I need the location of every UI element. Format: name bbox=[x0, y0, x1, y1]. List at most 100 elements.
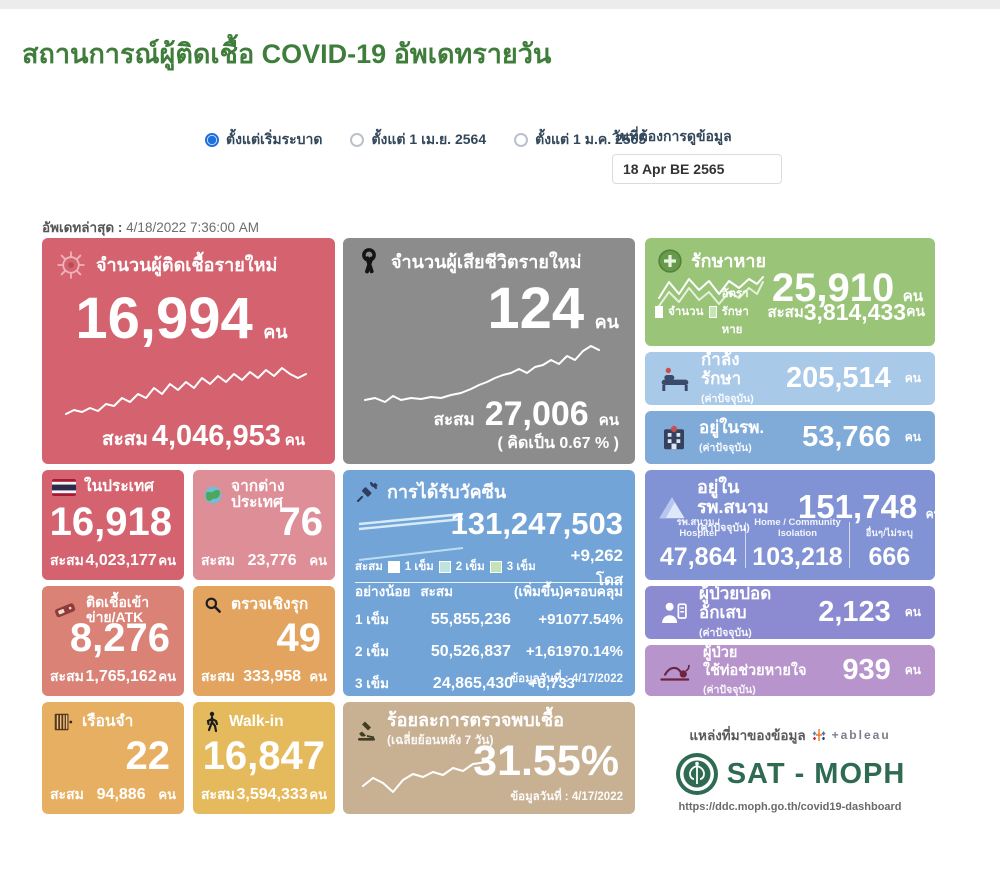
card-title: จำนวนผู้เสียชีวิตรายใหม่ bbox=[391, 251, 582, 272]
card-domestic: ในประเทศ 16,918 สะสม 4,023,177 คน bbox=[42, 470, 184, 580]
medical-cross-icon bbox=[657, 248, 683, 274]
legend-rate-label: อัตรารักษาหาย bbox=[721, 288, 749, 336]
breakdown-label: Home / Community Isolation bbox=[754, 517, 841, 540]
dose2-swatch bbox=[438, 561, 451, 573]
vaccine-table-header: อย่างน้อย สะสม (เพิ่มขึ้น) ครอบคลุม bbox=[355, 580, 623, 602]
card-new-cases: จำนวนผู้ติดเชื้อรายใหม่ 16,994 คน สะสม 4… bbox=[42, 238, 335, 464]
thailand-flag-icon bbox=[52, 479, 76, 496]
microscope-icon bbox=[355, 719, 379, 743]
radio-selected-icon[interactable] bbox=[205, 133, 219, 147]
card-title: จากต่างประเทศ bbox=[231, 478, 285, 512]
card-positive-rate: ร้อยละการตรวจพบเชื้อ (เฉลี่ยย้อนหลัง 7 ว… bbox=[343, 702, 635, 814]
unit-label: คน bbox=[158, 669, 176, 684]
radio-unselected-icon[interactable] bbox=[350, 133, 365, 147]
new-cases-value: 16,994 bbox=[75, 286, 253, 351]
breakdown-hospitel: รพ.สนาม / Hospitel 47,864 bbox=[653, 517, 743, 572]
cumulative-value: 3,814,433 bbox=[803, 298, 907, 325]
cumulative-value: 333,958 bbox=[243, 668, 302, 685]
cumulative-label: สะสม bbox=[767, 304, 804, 321]
radio-since-outbreak[interactable]: ตั้งแต่เริ่มระบาด bbox=[205, 129, 322, 151]
legend-rate-swatch bbox=[708, 306, 717, 318]
card-deaths: จำนวนผู้เสียชีวิตรายใหม่ 124 คน สะสม 27,… bbox=[343, 238, 635, 464]
radio-label: ตั้งแต่ 1 ม.ค. 2565 bbox=[535, 131, 647, 147]
unit-label: คน bbox=[309, 787, 327, 802]
pneumonia-value: 2,123 bbox=[818, 596, 891, 628]
ventilator-value: 939 bbox=[842, 654, 891, 686]
tent-icon bbox=[655, 493, 689, 521]
col-header: ครอบคลุม bbox=[563, 584, 623, 599]
radio-unselected-icon[interactable] bbox=[514, 133, 529, 147]
tableau-logo-icon bbox=[812, 728, 826, 742]
source-label: แหล่งที่มาของข้อมูล bbox=[689, 728, 806, 743]
intubated-patient-icon bbox=[659, 658, 693, 684]
radio-since-jan-2565[interactable]: ตั้งแต่ 1 ม.ค. 2565 bbox=[514, 129, 646, 151]
dose-cumulative: 55,855,236 bbox=[430, 611, 511, 628]
card-pneumonia: ผู้ป่วยปอดอักเสบ (ค่าปัจจุบัน) 2,123 คน bbox=[645, 586, 935, 639]
card-atk: ติดเชื้อเข้าข่าย/ATK 8,276 สะสม 1,765,16… bbox=[42, 586, 184, 696]
card-title: อยู่ในรพ. bbox=[699, 418, 765, 437]
hospital-building-icon bbox=[659, 423, 689, 453]
positive-rate-value: 31.55% bbox=[473, 737, 619, 785]
unit-label: คน bbox=[904, 430, 921, 444]
card-title-block: ผู้ป่วยปอดอักเสบ (ค่าปัจจุบัน) bbox=[699, 586, 808, 639]
card-in-hospital: อยู่ในรพ. (ค่าปัจจุบัน) 53,766 คน bbox=[645, 411, 935, 464]
card-prison: เรือนจำ 22 สะสม 94,886 คน bbox=[42, 702, 184, 814]
proactive-value: 49 bbox=[276, 616, 322, 660]
cumulative-label: สะสม bbox=[201, 552, 235, 568]
cumulative-label: สะสม bbox=[50, 552, 84, 568]
unit-label: คน bbox=[594, 312, 619, 332]
dose3-swatch bbox=[489, 561, 502, 573]
last-update-value: 4/18/2022 7:36:00 AM bbox=[126, 220, 260, 235]
cumulative-value: 94,886 bbox=[96, 786, 146, 803]
prison-value: 22 bbox=[125, 734, 171, 778]
card-proactive-testing: ตรวจเชิงรุก 49 สะสม 333,958 คน bbox=[193, 586, 335, 696]
card-title: ในประเทศ bbox=[84, 478, 155, 496]
breakdown-label: รพ.สนาม / Hospitel bbox=[676, 517, 720, 540]
cumulative-value: 4,046,953 bbox=[151, 420, 281, 452]
radio-since-apr-2564[interactable]: ตั้งแต่ 1 เม.ย. 2564 bbox=[350, 129, 486, 151]
atk-test-kit-icon bbox=[52, 599, 78, 621]
card-title: รักษาหาย bbox=[691, 250, 767, 271]
date-input[interactable] bbox=[612, 154, 782, 184]
card-title: การได้รับวัคซีน bbox=[387, 481, 507, 502]
field-hospital-value: 151,748 bbox=[797, 488, 918, 525]
dose-label: 2 เข็ม bbox=[355, 644, 390, 659]
vaccine-total-value: 131,247,503 bbox=[450, 506, 623, 541]
card-title-block: ร้อยละการตรวจพบเชื้อ (เฉลี่ยย้อนหลัง 7 ว… bbox=[387, 711, 564, 750]
hospital-bed-icon bbox=[659, 363, 691, 395]
card-subtitle: (ค่าปัจจุบัน) bbox=[697, 522, 750, 534]
vaccine-row-dose1: 1 เข็ม 55,855,236 +910 77.54% bbox=[355, 608, 623, 630]
vaccine-data-date: ข้อมูลวันที่ : 4/17/2022 bbox=[510, 673, 623, 685]
domestic-value: 16,918 bbox=[49, 500, 172, 544]
card-subtitle: (เฉลี่ยย้อนหลัง 7 วัน) bbox=[387, 733, 494, 747]
sat-moph-brand: SAT - MOPH bbox=[726, 757, 906, 790]
unit-label: คน bbox=[284, 432, 305, 449]
unit-label: คน bbox=[598, 412, 619, 429]
dose-coverage: 70.14% bbox=[572, 643, 623, 660]
unit-label: คน bbox=[309, 669, 327, 684]
radio-label: ตั้งแต่ 1 เม.ย. 2564 bbox=[371, 131, 487, 147]
date-picker: วันที่ต้องการดูข้อมูล bbox=[612, 126, 782, 184]
source-url-link[interactable]: https://ddc.moph.go.th/covid19-dashboard bbox=[678, 801, 902, 813]
col-header: อย่างน้อย bbox=[355, 584, 411, 599]
unit-label: คน bbox=[925, 507, 935, 521]
patient-person-icon bbox=[659, 598, 689, 628]
dose-label: 3 เข็ม bbox=[355, 676, 390, 691]
cumulative-value: 27,006 bbox=[484, 395, 589, 433]
positive-rate-data-date: ข้อมูลวันที่ : 4/17/2022 bbox=[510, 791, 623, 803]
recovered-legend: จำนวน อัตรารักษาหาย bbox=[655, 285, 767, 339]
recovered-sparkline bbox=[658, 276, 764, 307]
vaccine-sparklines bbox=[358, 512, 464, 561]
dose2-label: 2 เข็ม bbox=[455, 561, 485, 573]
radio-label: ตั้งแต่เริ่มระบาด bbox=[226, 131, 323, 147]
abroad-value: 76 bbox=[278, 500, 324, 544]
positive-rate-sparkline bbox=[362, 761, 488, 793]
card-title-line1: ผู้ป่วย bbox=[703, 645, 738, 661]
vaccine-row-dose3: 3 เข็ม 24,865,430 +6,733 bbox=[355, 672, 623, 694]
vaccine-delta: +9,262 bbox=[570, 546, 623, 565]
breakdown-value: 103,218 bbox=[752, 543, 843, 571]
recovered-value: 25,910 bbox=[771, 266, 895, 310]
card-title-block: ผู้ป่วย ใช้ท่อช่วยหายใจ (ค่าปัจจุบัน) bbox=[703, 645, 832, 696]
dose-coverage: 77.54% bbox=[572, 611, 623, 628]
dose-cumulative: 24,865,430 bbox=[432, 675, 513, 692]
